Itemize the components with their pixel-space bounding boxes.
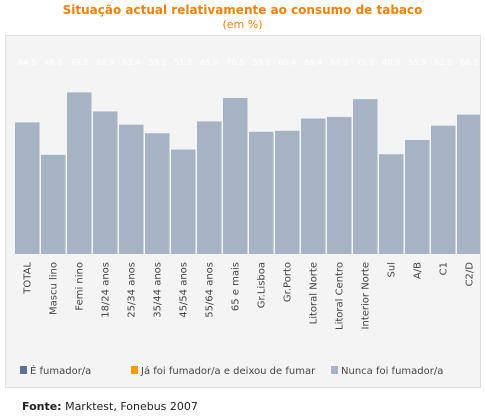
bar-gr-porto-nunca-fumador <box>275 130 300 254</box>
legend-label-ex-fumador: Já foi fumador/a e deixou de fumar <box>140 365 316 377</box>
data-label-gr-lisboa-nunca-fumador: 59.9 <box>252 58 270 67</box>
source-note: Fonte: Marktest, Fonebus 2007 <box>22 400 198 413</box>
data-label-sul-nunca-fumador: 48.9 <box>382 58 400 67</box>
bar-total-nunca-fumador <box>15 122 40 254</box>
source-label: Fonte: <box>22 400 62 413</box>
data-label-35-44-anos-nunca-fumador: 59.2 <box>148 58 166 67</box>
category-label-35-44-anos: 35/44 anos <box>152 262 163 318</box>
category-label-sul: Sul <box>386 262 397 277</box>
legend-label-fumador: É fumador/a <box>30 364 91 377</box>
data-label-45-54-anos-nunca-fumador: 51.2 <box>174 58 192 67</box>
category-label-18-24-anos: 18/24 anos <box>100 262 111 318</box>
bar-65-e-mais-nunca-fumador <box>223 97 248 254</box>
data-label-a-b-nunca-fumador: 55.9 <box>408 58 426 67</box>
bar-litoral-norte-nunca-fumador <box>301 118 326 254</box>
category-label-45-54-anos: 45/54 anos <box>178 262 189 318</box>
data-label-c1-nunca-fumador: 62.9 <box>434 58 452 67</box>
category-label-55-64-anos: 55/64 anos <box>204 262 215 318</box>
bar-gr-lisboa-nunca-fumador <box>249 131 274 254</box>
legend-swatch-ex-fumador <box>131 366 138 374</box>
legend-swatch-fumador <box>20 366 27 374</box>
data-label-interior-norte-nunca-fumador: 75.9 <box>356 58 374 67</box>
bar-18-24-anos-nunca-fumador <box>93 111 118 255</box>
data-label-65-e-mais-nunca-fumador: 76.5 <box>226 58 244 67</box>
chart-title: Situação actual relativamente ao consumo… <box>62 3 423 17</box>
bar-25-34-anos-nunca-fumador <box>119 124 144 254</box>
category-label-gr-lisboa: Gr.Lisboa <box>256 262 267 308</box>
source-text: Marktest, Fonebus 2007 <box>65 400 198 413</box>
chart-subtitle: (em %) <box>222 18 263 31</box>
bar-a-b-nunca-fumador <box>405 139 430 254</box>
bar-35-44-anos-nunca-fumador <box>145 133 170 254</box>
bar-c1-nunca-fumador <box>431 125 456 255</box>
category-label-c1: C1 <box>438 262 449 275</box>
data-label-55-64-anos-nunca-fumador: 65.0 <box>200 58 218 67</box>
category-label-interior-norte: Interior Norte <box>360 262 371 329</box>
bar-55-64-anos-nunca-fumador <box>197 121 222 255</box>
category-label-c2-d: C2/D <box>464 262 475 287</box>
data-label-total-nunca-fumador: 64.5 <box>18 58 36 67</box>
category-label-gr-porto: Gr.Porto <box>282 262 293 302</box>
bar-c2-d-nunca-fumador <box>457 114 480 254</box>
data-label-c2-d-nunca-fumador: 68.3 <box>460 58 478 67</box>
legend-label-nunca-fumador: Nunca foi fumador/a <box>341 366 443 377</box>
category-label-25-34-anos: 25/34 anos <box>126 262 137 318</box>
category-label-feminino: Femi nino <box>74 262 85 311</box>
bar-masculino-nunca-fumador <box>41 154 66 254</box>
category-label-litoral-norte: Litoral Norte <box>308 262 319 324</box>
bar-feminino-nunca-fumador <box>67 92 92 254</box>
bar-interior-norte-nunca-fumador <box>353 99 378 254</box>
data-label-masculino-nunca-fumador: 48.6 <box>44 58 62 67</box>
data-label-25-34-anos-nunca-fumador: 63.4 <box>122 58 140 67</box>
bar-sul-nunca-fumador <box>379 154 404 254</box>
category-label-masculino: Mascu lino <box>48 262 59 315</box>
category-label-65-e-mais: 65 e mais <box>230 262 241 311</box>
data-label-18-24-anos-nunca-fumador: 69.9 <box>96 58 114 67</box>
bar-litoral-centro-nunca-fumador <box>327 116 352 254</box>
bar-45-54-anos-nunca-fumador <box>171 149 196 254</box>
data-label-litoral-norte-nunca-fumador: 66.4 <box>304 58 322 67</box>
data-label-litoral-centro-nunca-fumador: 67.2 <box>330 58 348 67</box>
category-label-a-b: A/B <box>412 262 423 279</box>
category-label-total: TOTAL <box>22 262 33 295</box>
legend-swatch-nunca-fumador <box>331 366 338 374</box>
data-label-feminino-nunca-fumador: 79.2 <box>70 58 88 67</box>
category-label-litoral-centro: Litoral Centro <box>334 262 345 330</box>
data-label-gr-porto-nunca-fumador: 60.4 <box>278 58 296 67</box>
